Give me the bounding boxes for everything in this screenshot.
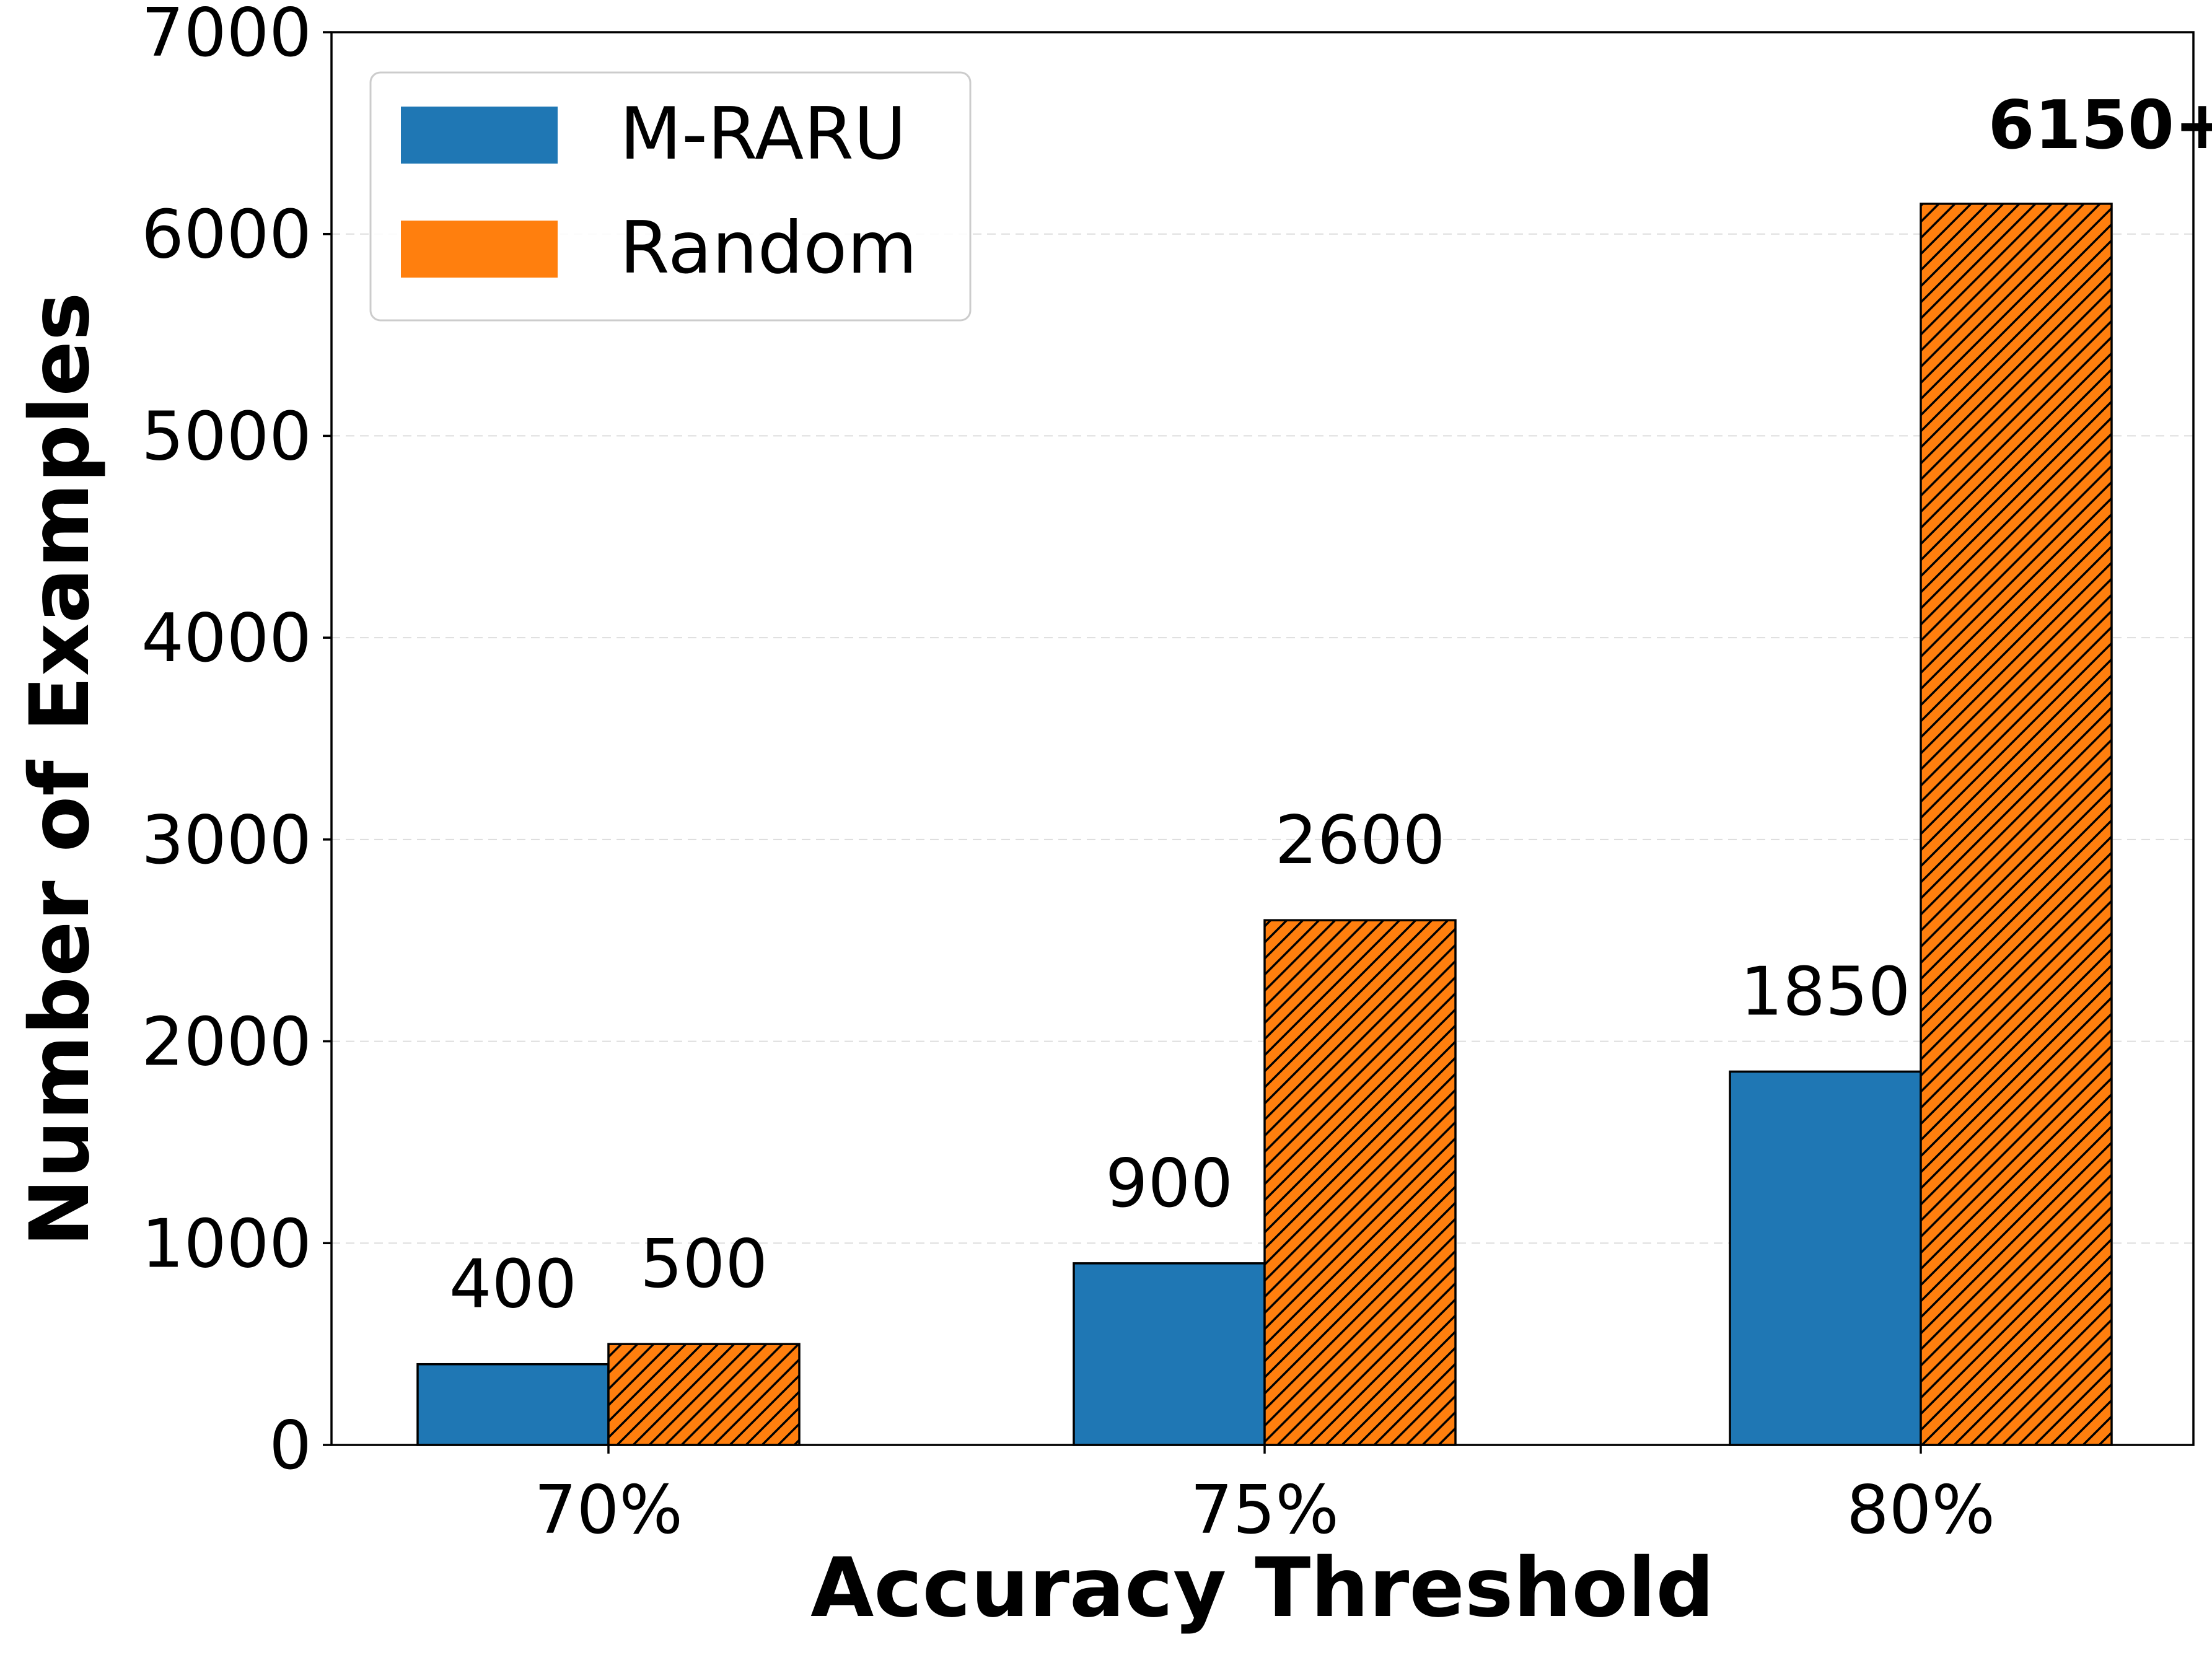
y-tick-label-0: 0 bbox=[269, 1407, 312, 1485]
y-tick-label-1: 1000 bbox=[141, 1205, 312, 1283]
legend-swatch-m-raru bbox=[401, 107, 558, 164]
x-tick-label-0: 70% bbox=[534, 1472, 683, 1549]
bar-m-raru-2 bbox=[1729, 1070, 1922, 1446]
y-tick-label-2: 2000 bbox=[141, 1004, 312, 1081]
legend-label-random: Random bbox=[620, 206, 917, 290]
x-axis-title: Accuracy Threshold bbox=[810, 1540, 1714, 1636]
data-labels: 400 900 1850 500 2600 6150+ bbox=[449, 87, 2212, 1324]
x-tick-label-1: 75% bbox=[1190, 1472, 1339, 1549]
data-label-random-2: 6150+ bbox=[1988, 87, 2212, 164]
bar-m-raru-1 bbox=[1073, 1262, 1266, 1446]
y-tick-label-7: 7000 bbox=[141, 0, 312, 72]
data-label-m-raru-2: 1850 bbox=[1740, 953, 1911, 1030]
y-tick-label-4: 4000 bbox=[141, 600, 312, 677]
data-label-random-0: 500 bbox=[640, 1226, 768, 1303]
y-tick-label-3: 3000 bbox=[141, 802, 312, 879]
y-axis-title: Number of Examples bbox=[12, 292, 108, 1247]
bars bbox=[416, 203, 2113, 1446]
bar-random-0 bbox=[607, 1343, 801, 1446]
data-label-m-raru-0: 400 bbox=[449, 1246, 577, 1324]
x-tick-label-2: 80% bbox=[1846, 1472, 1995, 1549]
plot-frame bbox=[330, 31, 2195, 1446]
legend-label-m-raru: M-RARU bbox=[620, 92, 906, 176]
bar-random-2 bbox=[1920, 203, 2113, 1446]
bar-m-raru-0 bbox=[416, 1363, 610, 1446]
y-tick-label-5: 5000 bbox=[141, 398, 312, 475]
data-label-random-1: 2600 bbox=[1275, 802, 1446, 879]
axis-ticks: 0 1000 2000 3000 4000 5000 6000 7000 70% 75% 80% bbox=[141, 0, 1995, 1549]
legend-swatch-random bbox=[401, 221, 558, 278]
legend: M-RARU Random bbox=[369, 71, 972, 322]
y-tick-label-6: 6000 bbox=[141, 196, 312, 274]
data-label-m-raru-1: 900 bbox=[1105, 1145, 1233, 1223]
bar-random-1 bbox=[1263, 919, 1457, 1446]
